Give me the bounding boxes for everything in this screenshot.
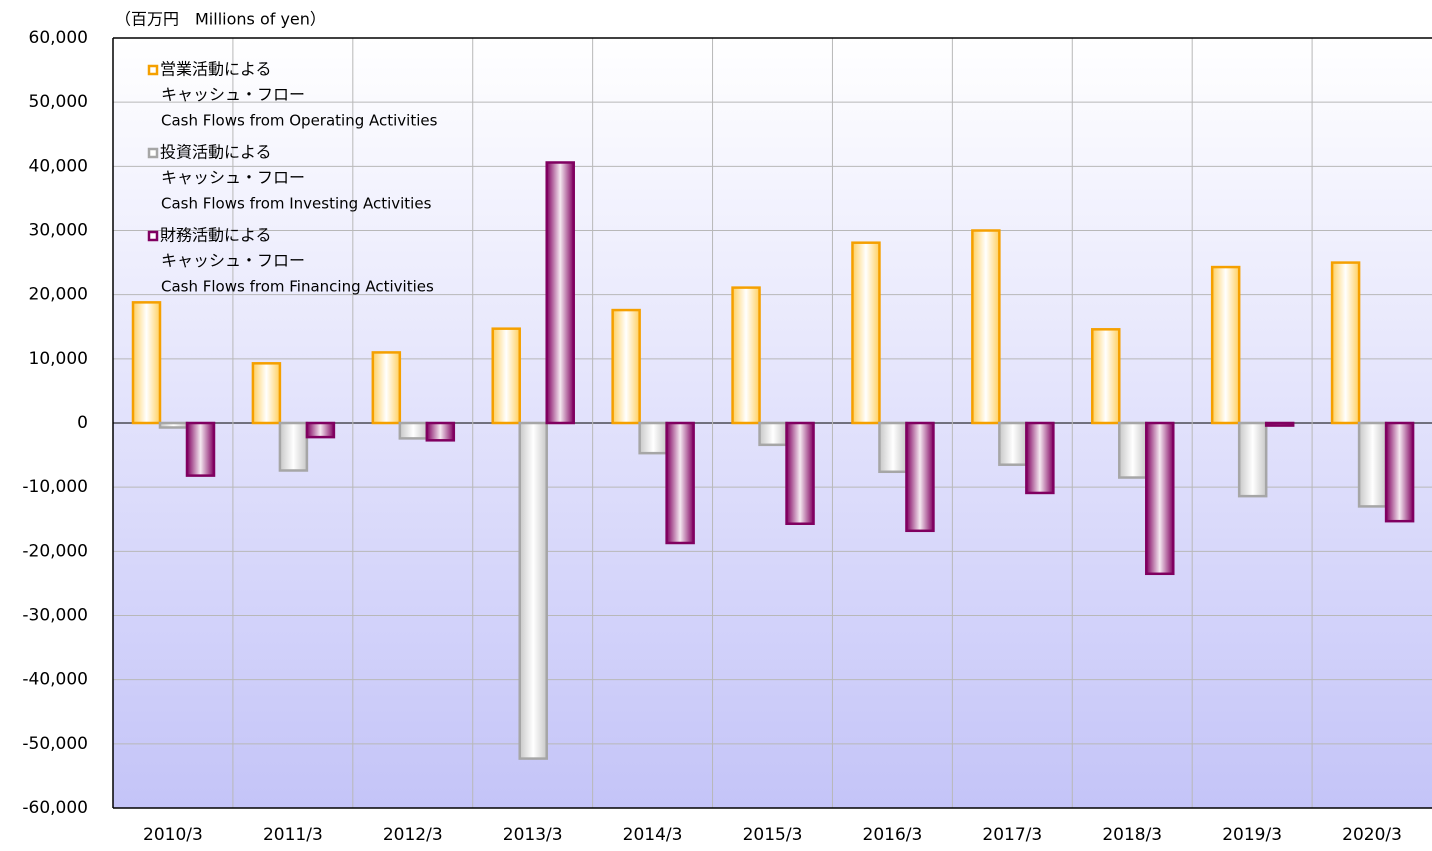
x-tick-label: 2020/3 <box>1342 825 1402 845</box>
x-tick-label: 2013/3 <box>503 825 563 845</box>
bar <box>518 421 548 760</box>
x-tick-label: 2012/3 <box>383 825 443 845</box>
x-tick-label: 2018/3 <box>1102 825 1162 845</box>
bar <box>998 421 1028 466</box>
y-tick-label: 10,000 <box>29 349 88 369</box>
bar <box>545 161 575 425</box>
bar <box>1091 328 1121 425</box>
legend-label: 投資活動による <box>160 143 272 162</box>
bar <box>398 421 429 440</box>
x-tick-label: 2010/3 <box>143 825 203 845</box>
y-tick-label: 40,000 <box>29 156 88 176</box>
bar <box>491 327 521 425</box>
bar <box>1264 421 1295 427</box>
x-tick-label: 2017/3 <box>982 825 1042 845</box>
y-tick-label: -40,000 <box>22 670 88 690</box>
legend-label: キャッシュ・フロー <box>161 168 305 187</box>
legend-label: Cash Flows from Financing Activities <box>161 278 434 296</box>
bar <box>638 421 668 455</box>
legend-label: キャッシュ・フロー <box>161 85 305 104</box>
bar <box>1210 265 1241 425</box>
y-tick-label: -20,000 <box>22 541 88 561</box>
bar <box>665 421 695 545</box>
y-axis-label: （百万円 Millions of yen） <box>115 10 326 29</box>
y-tick-label: 30,000 <box>29 221 88 241</box>
y-tick-label: 0 <box>77 413 88 433</box>
bar <box>731 286 761 425</box>
bar <box>425 421 456 442</box>
bar <box>1330 261 1361 425</box>
bar <box>158 421 189 429</box>
bar <box>371 351 402 425</box>
x-tick-label: 2014/3 <box>623 825 683 845</box>
legend-label: Cash Flows from Investing Activities <box>161 195 432 213</box>
bar <box>1145 421 1175 576</box>
bar <box>185 421 216 477</box>
bar <box>1025 421 1055 495</box>
legend-label: 財務活動による <box>160 226 272 245</box>
y-tick-label: 20,000 <box>29 285 88 305</box>
bar <box>1237 421 1268 498</box>
bar <box>251 362 282 425</box>
bar <box>1118 421 1148 479</box>
x-tick-label: 2011/3 <box>263 825 323 845</box>
bar <box>905 421 935 533</box>
y-tick-label: -50,000 <box>22 734 88 754</box>
y-tick-label: 60,000 <box>29 28 88 48</box>
bar <box>1384 421 1415 523</box>
bar <box>278 421 309 472</box>
bar <box>1357 421 1388 508</box>
bar <box>851 241 881 425</box>
legend-label: 営業活動による <box>160 60 272 79</box>
x-tick-label: 2015/3 <box>743 825 803 845</box>
legend-marker <box>147 147 159 159</box>
bar <box>878 421 908 474</box>
bar <box>611 308 641 425</box>
bar <box>305 421 336 439</box>
bar <box>131 301 162 425</box>
x-tick-label: 2019/3 <box>1222 825 1282 845</box>
bar <box>758 421 788 447</box>
x-tick-label: 2016/3 <box>863 825 923 845</box>
legend-label: キャッシュ・フロー <box>161 251 305 270</box>
legend-marker <box>147 230 159 242</box>
bar <box>785 421 815 525</box>
legend-label: Cash Flows from Operating Activities <box>161 112 438 130</box>
bar <box>971 229 1001 425</box>
y-tick-label: -60,000 <box>22 798 88 818</box>
y-tick-label: -10,000 <box>22 477 88 497</box>
legend-marker <box>147 64 159 76</box>
y-tick-label: 50,000 <box>29 92 88 112</box>
y-tick-label: -30,000 <box>22 606 88 626</box>
